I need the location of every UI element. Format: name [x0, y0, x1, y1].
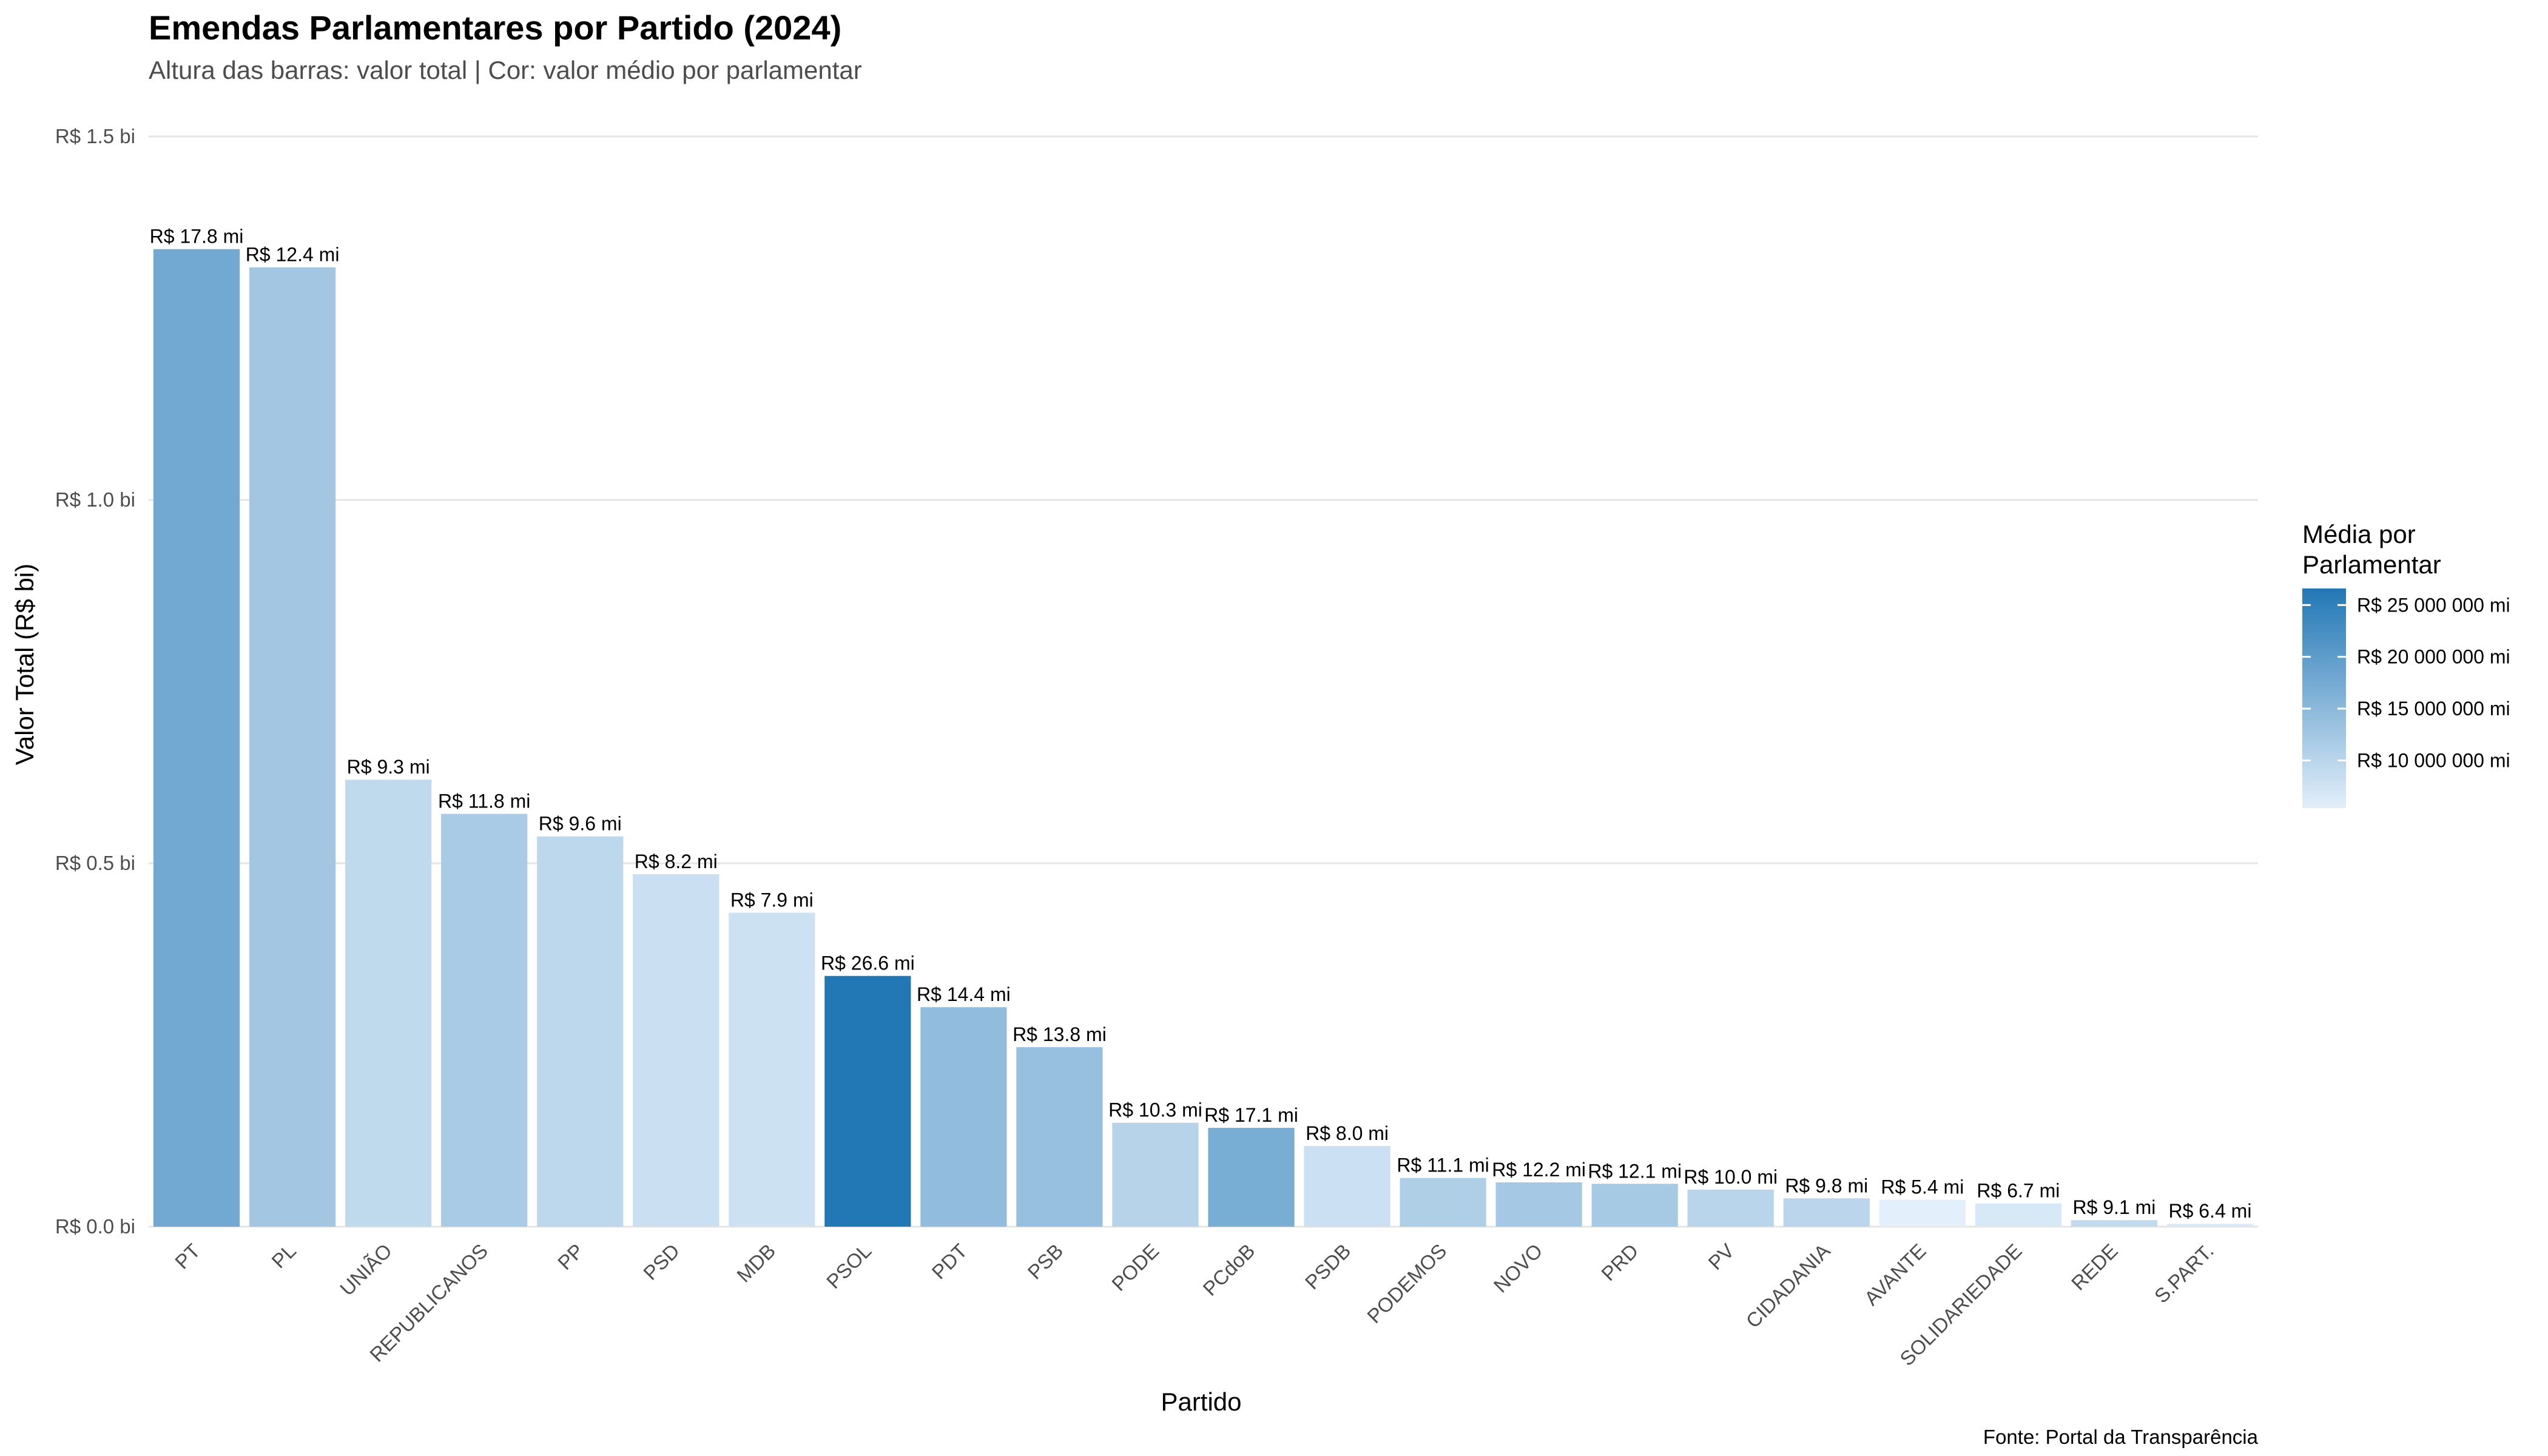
bar-value-label: R$ 12.2 mi — [1492, 1159, 1586, 1181]
bar-value-label: R$ 12.1 mi — [1588, 1160, 1682, 1182]
chart-subtitle: Altura das barras: valor total | Cor: va… — [149, 56, 862, 84]
legend-break-label: R$ 20 000 000 mi — [2357, 646, 2510, 668]
bar-cidadania — [1783, 1198, 1870, 1227]
bar-value-label: R$ 12.4 mi — [246, 244, 340, 266]
x-tick-label: PSOL — [822, 1239, 875, 1293]
bar-psd — [633, 874, 720, 1227]
bar-value-label: R$ 5.4 mi — [1881, 1176, 1964, 1198]
bar-value-label: R$ 7.9 mi — [730, 889, 814, 911]
bar-pp — [537, 836, 624, 1227]
legend-breaks: R$ 25 000 000 mi R$ 20 000 000 mi R$ 15 00… — [2302, 594, 2510, 771]
bar-value-label: R$ 8.0 mi — [1306, 1122, 1389, 1144]
bar-s-part- — [2166, 1224, 2254, 1227]
bar-labels: R$ 17.8 miR$ 12.4 mi R$ 9.3 mi R$ 11.8 mi R… — [150, 226, 2252, 1222]
bar-value-label: R$ 9.8 mi — [1785, 1175, 1868, 1196]
y-tick-label: R$ 1.5 bi — [55, 125, 135, 147]
y-tick-label: R$ 0.0 bi — [55, 1215, 135, 1238]
bar-value-label: R$ 9.6 mi — [539, 813, 622, 835]
bar-pode — [1112, 1122, 1199, 1227]
bar-pv — [1687, 1189, 1774, 1227]
bar-value-label: R$ 9.1 mi — [2072, 1196, 2155, 1218]
bar-pl — [249, 267, 336, 1227]
bar-pdt — [920, 1007, 1007, 1227]
legend-title-line2: Parlamentar — [2302, 550, 2441, 579]
bar-value-label: R$ 6.7 mi — [1977, 1180, 2060, 1202]
y-axis-title: Valor Total (R$ bi) — [10, 564, 39, 765]
x-tick-label: PT — [170, 1239, 204, 1273]
bar-value-label: R$ 26.6 mi — [821, 952, 915, 974]
chart-caption: Fonte: Portal da Transparência — [1983, 1426, 2259, 1448]
x-tick-label: PL — [267, 1239, 300, 1273]
x-tick-label: PV — [1704, 1239, 1738, 1274]
legend-title-line1: Média por — [2302, 520, 2416, 548]
x-axis-title: Partido — [1161, 1387, 1241, 1416]
x-tick-label: PSD — [639, 1239, 684, 1284]
bar-psb — [1016, 1047, 1103, 1227]
bar-value-label: R$ 6.4 mi — [2169, 1200, 2252, 1222]
y-axis-ticks: R$ 0.0 bi R$ 0.5 bi R$ 1.0 bi R$ 1.5 bi — [55, 125, 135, 1238]
bar-value-label: R$ 10.3 mi — [1108, 1099, 1202, 1121]
bar-republicanos — [441, 814, 528, 1227]
x-tick-label: PP — [553, 1239, 588, 1274]
legend-break-label: R$ 15 000 000 mi — [2357, 698, 2510, 720]
x-tick-label: PSDB — [1301, 1239, 1355, 1294]
bar-rede — [2071, 1220, 2158, 1227]
x-tick-label: PODEMOS — [1363, 1239, 1451, 1327]
x-tick-label: PSB — [1023, 1239, 1068, 1284]
x-tick-label: AVANTE — [1860, 1239, 1930, 1310]
legend-break-label: R$ 10 000 000 mi — [2357, 749, 2510, 771]
bar-value-label: R$ 11.1 mi — [1397, 1154, 1489, 1176]
x-tick-label: UNIÃO — [335, 1239, 396, 1300]
bar-podemos — [1400, 1178, 1486, 1227]
y-tick-label: R$ 1.0 bi — [55, 488, 135, 511]
x-tick-label: PDT — [928, 1239, 972, 1284]
x-tick-label: NOVO — [1489, 1239, 1547, 1297]
color-legend: Média por Parlamentar R$ 25 000 000 miR$… — [2302, 520, 2510, 808]
bar-psol — [824, 976, 911, 1227]
bar-value-label: R$ 17.1 mi — [1204, 1104, 1298, 1126]
x-tick-label: CIDADANIA — [1742, 1239, 1835, 1332]
x-tick-label: PRD — [1597, 1239, 1642, 1285]
x-tick-label: PCdoB — [1198, 1239, 1259, 1300]
bar-pcdob — [1208, 1128, 1295, 1227]
bars — [153, 249, 2254, 1227]
bar-mdb — [729, 912, 815, 1227]
bar-value-label: R$ 11.8 mi — [438, 790, 530, 812]
x-tick-label: REDE — [2067, 1239, 2122, 1295]
bar-value-label: R$ 10.0 mi — [1684, 1166, 1778, 1188]
bar-psdb — [1304, 1146, 1390, 1227]
bar-avante — [1879, 1199, 1966, 1227]
bar-value-label: R$ 17.8 mi — [150, 226, 244, 248]
bar-solidariedade — [1975, 1203, 2062, 1227]
bar-value-label: R$ 13.8 mi — [1013, 1023, 1107, 1045]
bar-prd — [1591, 1184, 1678, 1227]
legend-colorbar — [2302, 588, 2346, 808]
x-tick-label: PODE — [1107, 1239, 1163, 1295]
bar-novo — [1495, 1182, 1582, 1227]
bar-value-label: R$ 9.3 mi — [347, 756, 430, 778]
bar-pt — [153, 249, 240, 1227]
bar-value-label: R$ 14.4 mi — [917, 983, 1011, 1005]
x-tick-label: MDB — [732, 1239, 780, 1287]
chart-title: Emendas Parlamentares por Partido (2024) — [149, 8, 841, 47]
bar-uni-o — [345, 780, 432, 1227]
x-tick-label: S.PART. — [2150, 1239, 2218, 1307]
legend-break-label: R$ 25 000 000 mi — [2357, 594, 2510, 616]
bar-value-label: R$ 8.2 mi — [635, 851, 718, 872]
y-tick-label: R$ 0.5 bi — [55, 852, 135, 874]
